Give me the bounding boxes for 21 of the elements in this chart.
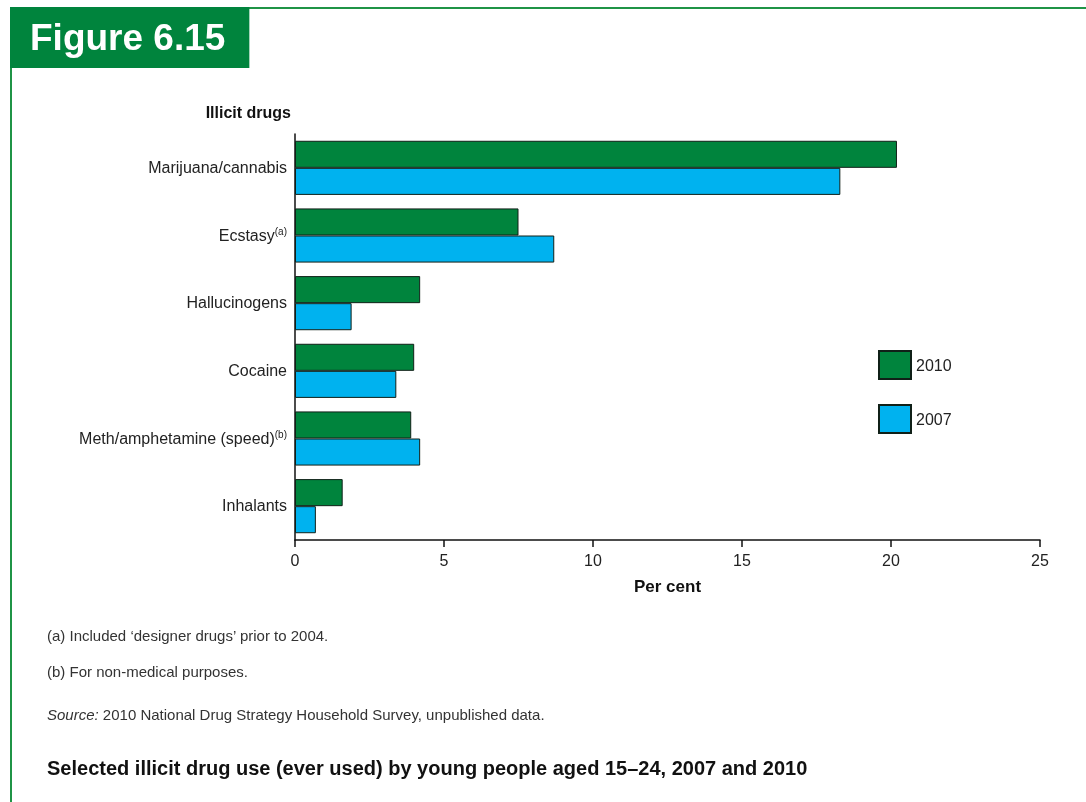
y-tick-label: Marijuana/cannabis	[148, 157, 287, 178]
y-tick-label: Hallucinogens	[186, 293, 287, 314]
source-note: Source: 2010 National Drug Strategy Household Survey, unpublished data.	[47, 706, 545, 723]
x-tick-label: 0	[290, 551, 300, 569]
x-axis-title: Per cent	[633, 577, 702, 596]
chart-title: Figure 6.15	[30, 17, 226, 58]
y-tick-label: Ecstasy$^{(a)}$	[218, 225, 287, 246]
x-tick-label: 5	[439, 551, 449, 569]
y-tick-label: Meth/amphetamine (speed)$^{(b)}$	[79, 428, 287, 449]
x-tick-label: 15	[733, 551, 751, 569]
x-tick-label: 25	[1031, 551, 1049, 569]
y-tick-label: Cocaine	[228, 360, 287, 381]
y-tick-label: Inhalants	[222, 496, 287, 517]
text: (a) Included ‘designer drugs’ prior to 2004.	[47, 627, 330, 645]
text: (b) For non-medical purposes.	[47, 663, 249, 681]
x-tick-label: 10	[584, 551, 602, 569]
legend-label: 2007	[916, 410, 952, 428]
x-tick-label: 20	[882, 551, 900, 569]
text: Selected illicit drug use (ever used) by young people aged 15–24, 2007 and 2010	[47, 756, 809, 780]
legend-label: 2010	[916, 356, 952, 374]
y-axis-title: Illicit drugs	[205, 103, 292, 121]
